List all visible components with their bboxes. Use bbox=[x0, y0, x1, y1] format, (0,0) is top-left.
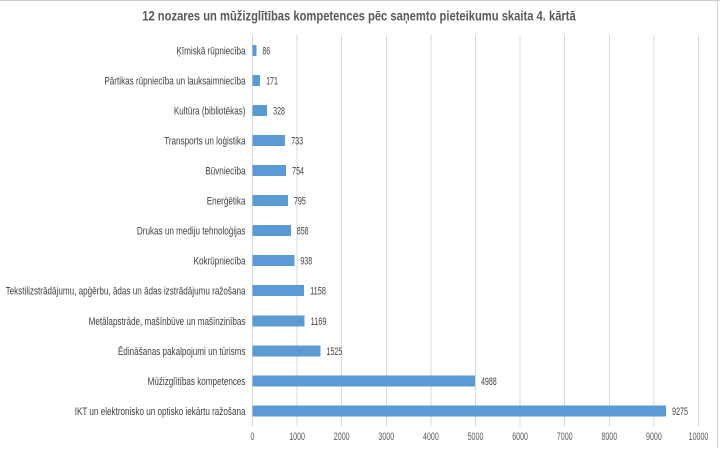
svg-text:Drukas un mediju tehnoloģijas: Drukas un mediju tehnoloģijas bbox=[137, 225, 246, 238]
svg-text:Ēdināšanas pakalpojumi un tūri: Ēdināšanas pakalpojumi un tūrisms bbox=[118, 346, 246, 358]
svg-text:938: 938 bbox=[300, 256, 312, 268]
svg-text:Enerģētika: Enerģētika bbox=[207, 195, 246, 208]
svg-text:858: 858 bbox=[297, 226, 309, 238]
svg-text:1525: 1525 bbox=[327, 346, 343, 358]
svg-text:Mūžizglītības kompetences: Mūžizglītības kompetences bbox=[148, 376, 246, 388]
svg-text:2000: 2000 bbox=[334, 431, 350, 443]
svg-text:4988: 4988 bbox=[481, 376, 497, 388]
svg-text:0: 0 bbox=[251, 431, 255, 443]
svg-text:10000: 10000 bbox=[689, 431, 709, 443]
svg-text:1158: 1158 bbox=[310, 286, 326, 298]
svg-text:8000: 8000 bbox=[601, 431, 617, 443]
svg-text:Pārtikas rūpniecība un lauksai: Pārtikas rūpniecība un lauksaimniecība bbox=[104, 75, 246, 87]
svg-text:Tekstilizstrādājumu, apģērbu,: Tekstilizstrādājumu, apģērbu, ādas un ād… bbox=[6, 285, 247, 298]
svg-text:5000: 5000 bbox=[468, 431, 484, 443]
svg-text:171: 171 bbox=[266, 75, 278, 87]
svg-text:Kokrūpniecība: Kokrūpniecība bbox=[194, 256, 247, 268]
svg-text:12 nozares un mūžizglītības ko: 12 nozares un mūžizglītības kompetences … bbox=[142, 7, 576, 23]
svg-text:Metālapstrāde, mašīnbūve un ma: Metālapstrāde, mašīnbūve un mašīnzinības bbox=[89, 316, 246, 328]
svg-text:1169: 1169 bbox=[311, 316, 327, 328]
svg-text:795: 795 bbox=[294, 196, 306, 208]
svg-text:Kultūra (bibliotēkas): Kultūra (bibliotēkas) bbox=[174, 105, 246, 117]
svg-text:Ķīmiskā rūpniecība: Ķīmiskā rūpniecība bbox=[177, 45, 247, 57]
svg-text:754: 754 bbox=[292, 166, 304, 178]
svg-text:1000: 1000 bbox=[289, 431, 305, 443]
svg-text:Transports un loģistika: Transports un loģistika bbox=[164, 135, 246, 148]
svg-text:6000: 6000 bbox=[512, 431, 528, 443]
svg-text:7000: 7000 bbox=[557, 431, 573, 443]
svg-text:4000: 4000 bbox=[423, 431, 439, 443]
svg-text:9275: 9275 bbox=[672, 406, 688, 418]
svg-text:328: 328 bbox=[273, 105, 285, 117]
svg-text:9000: 9000 bbox=[646, 431, 662, 443]
svg-text:Būvniecība: Būvniecība bbox=[205, 166, 246, 178]
svg-text:86: 86 bbox=[262, 45, 270, 57]
svg-text:3000: 3000 bbox=[378, 431, 394, 443]
svg-text:IKT un elektronisko un optisko: IKT un elektronisko un optisko iekārtu r… bbox=[75, 406, 246, 418]
svg-text:733: 733 bbox=[291, 136, 303, 148]
